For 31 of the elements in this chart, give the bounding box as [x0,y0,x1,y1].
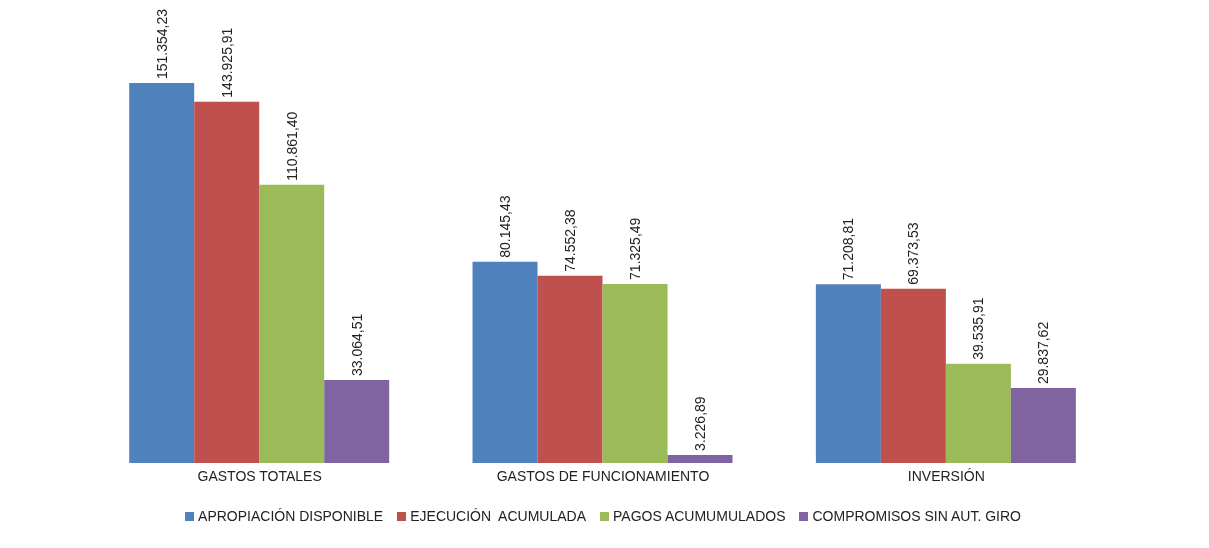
data-label: 39.535,91 [970,297,987,360]
bar [667,454,733,463]
data-label: 71.325,49 [627,217,644,280]
bar [324,379,390,463]
bar [1010,388,1076,463]
data-label: 80.145,43 [497,195,514,258]
bar [129,83,195,463]
legend-label: EJECUCIÓN ACUMULADA [410,508,587,524]
bar [880,288,946,463]
x-tick-label: INVERSIÓN [907,467,985,484]
bar [815,284,881,463]
x-tick-label: GASTOS TOTALES [197,467,322,484]
data-label: 33.064,51 [348,313,365,376]
bar [602,283,668,463]
legend-label: APROPIACIÓN DISPONIBLE [198,508,384,524]
data-label: 110.861,40 [283,111,300,181]
legend-label: COMPROMISOS SIN AUT. GIRO [812,508,1021,524]
bar [472,261,538,463]
bar [259,184,325,463]
data-label: 143.925,91 [218,27,235,98]
data-label: 71.208,81 [840,217,857,281]
bar [537,275,603,463]
data-label: 74.552,38 [562,209,579,272]
bar [945,363,1011,463]
x-tick-label: GASTOS DE FUNCIONAMIENTO [496,467,710,484]
data-label: 3.226,89 [692,396,709,451]
data-label: 151.354,23 [153,8,170,79]
bar [194,101,260,463]
legend-label: PAGOS ACUMUMULADOS [613,508,786,524]
data-label: 69.373,53 [905,222,922,285]
data-label: 29.837,62 [1035,321,1052,385]
